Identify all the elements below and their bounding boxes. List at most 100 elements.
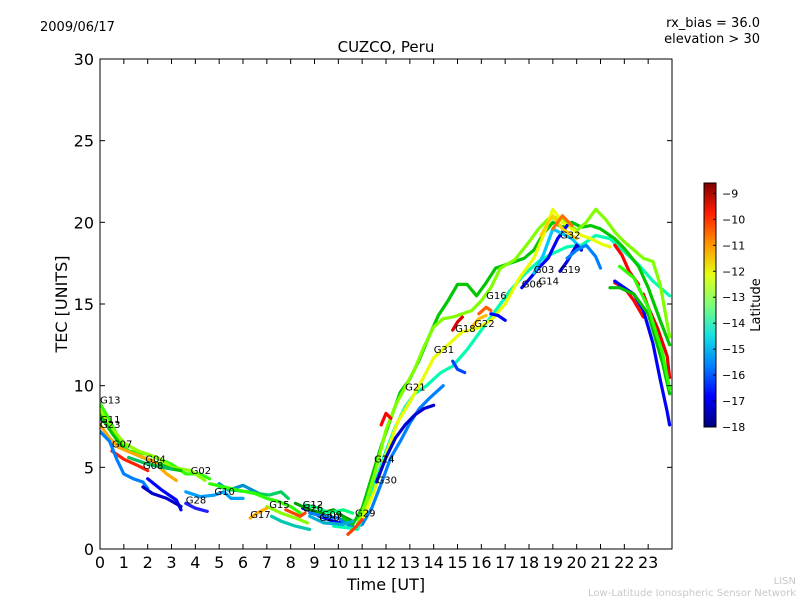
colorbar-tick-label-2: −11 xyxy=(722,239,745,252)
series-26 xyxy=(346,518,364,536)
satellite-label-g02: G02 xyxy=(191,466,211,477)
series-17 xyxy=(270,514,312,531)
satellite-label-g16: G16 xyxy=(486,291,506,302)
x-axis-label: Time [UT] xyxy=(346,575,425,594)
y-tick-label-15: 15 xyxy=(74,295,94,314)
series-38 xyxy=(539,214,579,241)
rx-bias-label: rx_bias = 36.0 xyxy=(666,16,760,31)
y-tick-label-10: 10 xyxy=(74,377,94,396)
satellite-label-g21: G21 xyxy=(405,383,425,394)
satellite-label-g19: G19 xyxy=(560,265,580,276)
series-30 xyxy=(451,315,464,332)
series-44 xyxy=(608,286,672,396)
series-27 xyxy=(379,411,393,427)
satellite-label-g04: G04 xyxy=(145,454,165,465)
satellite-label-g06: G06 xyxy=(522,280,542,291)
x-tick-label-14: 14 xyxy=(423,553,443,572)
satellite-label-g26: G26 xyxy=(303,503,323,514)
x-tick-label-21: 21 xyxy=(590,553,610,572)
series-35 xyxy=(532,227,583,275)
x-tick-label-0: 0 xyxy=(95,553,105,572)
elevation-label: elevation > 30 xyxy=(664,32,760,47)
series-layer xyxy=(100,207,672,536)
satellite-label-g22: G22 xyxy=(474,319,494,330)
x-tick-label-6: 6 xyxy=(238,553,248,572)
series-20 xyxy=(303,503,355,515)
series-29 xyxy=(451,359,467,375)
series-9 xyxy=(127,455,174,471)
axis-layer: 0 1 2 3 4 5 6 7 8 9 10 11 12 13 14 15 16 17 18 19 20 21 22 2305… xyxy=(74,50,672,572)
satellite-label-g14: G14 xyxy=(539,276,559,287)
y-tick-label-20: 20 xyxy=(74,213,94,232)
series-3 xyxy=(100,423,178,482)
colorbar-tick-label-5: −14 xyxy=(722,317,745,330)
x-tick-label-11: 11 xyxy=(352,553,372,572)
x-tick-label-16: 16 xyxy=(471,553,491,572)
date-label: 2009/06/17 xyxy=(40,20,115,35)
colorbar-tick-label-6: −15 xyxy=(722,343,745,356)
satellite-label-g03: G03 xyxy=(534,265,554,276)
x-tick-label-15: 15 xyxy=(447,553,467,572)
series-39 xyxy=(551,214,574,231)
satellite-label-g23: G23 xyxy=(100,420,120,431)
series-7 xyxy=(141,485,183,509)
series-33 xyxy=(477,305,493,316)
series-37 xyxy=(565,243,603,270)
satellite-label-g28: G28 xyxy=(186,495,206,506)
series-46 xyxy=(308,514,355,527)
x-tick-label-23: 23 xyxy=(638,553,658,572)
series-45 xyxy=(618,264,672,391)
colorbar-tick-label-1: −10 xyxy=(722,213,745,226)
colorbar-tick-label-8: −17 xyxy=(722,395,745,408)
colorbar-ticks: −9 −10 −11 −12 −13 −14 −15 −16 −17 −18 xyxy=(713,187,745,434)
series-14 xyxy=(265,504,309,525)
x-tick-label-7: 7 xyxy=(262,553,272,572)
satellite-label-g20: G20 xyxy=(319,513,339,524)
colorbar-tick-label-7: −16 xyxy=(722,369,745,382)
y-axis-label: TEC [UNITS] xyxy=(52,256,71,354)
colorbar xyxy=(703,182,717,428)
x-tick-label-1: 1 xyxy=(119,553,129,572)
x-tick-label-19: 19 xyxy=(543,553,563,572)
series-43 xyxy=(613,279,672,427)
series-15 xyxy=(248,506,269,520)
y-tick-label-5: 5 xyxy=(84,458,94,477)
x-tick-label-4: 4 xyxy=(190,553,200,572)
satellite-label-g32: G32 xyxy=(560,231,580,242)
series-13 xyxy=(208,482,302,515)
series-24 xyxy=(355,207,672,527)
x-tick-label-8: 8 xyxy=(286,553,296,572)
satellite-label-g24: G24 xyxy=(374,454,394,465)
satellite-label-g10: G10 xyxy=(214,487,234,498)
series-31 xyxy=(470,313,488,329)
series-5 xyxy=(100,429,150,491)
satellite-label-g12: G12 xyxy=(303,500,323,511)
x-tick-label-3: 3 xyxy=(166,553,176,572)
series-25 xyxy=(360,207,612,522)
satellite-label-g29: G29 xyxy=(355,508,375,519)
satellite-label-g13: G13 xyxy=(100,396,120,407)
credit-network: Low-Latitude Ionospheric Sensor Network xyxy=(588,588,796,599)
satellite-label-g09: G09 xyxy=(322,510,342,521)
series-4 xyxy=(110,449,150,473)
colorbar-tick-label-9: −18 xyxy=(722,421,745,434)
series-28 xyxy=(374,403,436,484)
series-21 xyxy=(308,384,445,530)
x-tick-label-17: 17 xyxy=(495,553,515,572)
y-tick-label-0: 0 xyxy=(84,540,94,559)
series-1 xyxy=(100,408,207,482)
y-tick-label-30: 30 xyxy=(74,50,94,69)
satellite-label-g17: G17 xyxy=(250,510,270,521)
x-tick-label-5: 5 xyxy=(214,553,224,572)
x-tick-label-22: 22 xyxy=(614,553,634,572)
colorbar-label: Latitude xyxy=(749,278,764,332)
colorbar-tick-label-4: −13 xyxy=(722,291,745,304)
satellite-label-g11: G11 xyxy=(100,415,120,426)
y-tick-label-25: 25 xyxy=(74,132,94,151)
satellite-label-g07: G07 xyxy=(112,440,132,451)
series-16 xyxy=(284,508,307,518)
x-tick-label-20: 20 xyxy=(566,553,586,572)
series-8 xyxy=(184,501,209,513)
x-tick-label-9: 9 xyxy=(309,553,319,572)
